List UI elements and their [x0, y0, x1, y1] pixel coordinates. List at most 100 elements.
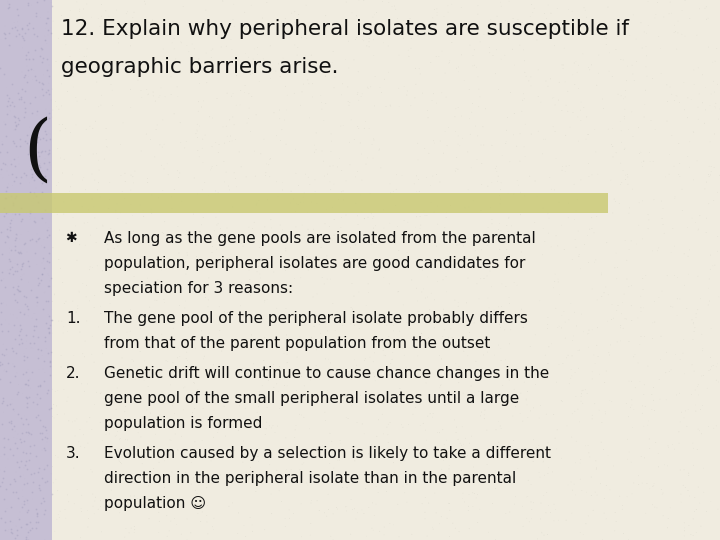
Point — [38, 444, 50, 453]
Point — [297, 221, 308, 230]
Point — [318, 280, 330, 288]
Point — [159, 295, 171, 303]
Point — [180, 269, 192, 278]
Point — [1, 109, 13, 118]
Point — [208, 525, 220, 534]
Point — [600, 408, 611, 416]
Point — [475, 274, 487, 283]
Point — [146, 210, 158, 218]
Point — [584, 453, 595, 461]
Point — [661, 348, 672, 356]
Point — [7, 199, 19, 207]
Point — [369, 102, 380, 110]
Point — [604, 350, 616, 359]
Point — [583, 449, 595, 457]
Point — [496, 314, 508, 322]
Point — [185, 529, 197, 537]
Point — [510, 492, 521, 501]
Point — [19, 87, 31, 96]
Point — [563, 315, 575, 324]
Point — [271, 25, 282, 34]
Point — [545, 508, 557, 517]
Point — [419, 515, 431, 523]
Point — [496, 442, 508, 451]
Point — [252, 452, 264, 461]
Point — [305, 499, 317, 508]
Point — [495, 22, 507, 30]
Point — [140, 130, 152, 138]
Point — [194, 152, 205, 161]
Point — [248, 55, 259, 63]
Point — [493, 438, 505, 447]
Point — [6, 97, 18, 106]
Point — [423, 149, 435, 158]
Point — [679, 526, 690, 535]
Point — [181, 469, 192, 478]
Point — [364, 43, 375, 51]
Point — [553, 360, 564, 369]
Point — [512, 464, 523, 473]
Point — [4, 265, 16, 274]
Point — [190, 66, 202, 75]
Point — [570, 437, 582, 445]
Point — [283, 285, 294, 294]
Point — [398, 82, 410, 91]
Point — [66, 195, 77, 204]
Point — [552, 278, 564, 286]
Point — [194, 122, 205, 130]
Point — [623, 125, 634, 134]
Point — [19, 104, 30, 112]
Point — [472, 155, 483, 164]
Point — [222, 483, 233, 491]
Point — [223, 502, 235, 510]
Point — [682, 152, 693, 161]
Point — [14, 330, 25, 339]
Point — [420, 294, 431, 302]
Point — [149, 296, 161, 305]
Point — [43, 79, 55, 87]
Point — [305, 21, 317, 29]
Point — [623, 535, 634, 540]
Point — [511, 311, 523, 320]
Point — [22, 72, 34, 81]
Point — [476, 159, 487, 168]
Point — [174, 352, 186, 361]
Point — [90, 117, 102, 125]
Point — [81, 316, 93, 325]
Point — [493, 85, 505, 94]
Point — [363, 450, 374, 458]
Point — [662, 443, 674, 451]
Point — [655, 332, 667, 341]
Point — [41, 226, 53, 235]
Point — [15, 247, 27, 255]
Point — [467, 51, 479, 60]
Point — [427, 523, 438, 531]
Point — [688, 515, 699, 523]
Point — [476, 245, 487, 254]
Point — [508, 109, 520, 118]
Point — [359, 214, 370, 223]
Point — [34, 199, 45, 208]
Point — [40, 36, 51, 44]
Point — [295, 198, 307, 207]
Point — [29, 309, 40, 318]
Point — [107, 227, 118, 235]
Point — [522, 413, 534, 422]
Point — [633, 221, 644, 230]
Point — [19, 411, 30, 420]
Point — [160, 316, 171, 325]
Point — [168, 110, 180, 118]
Point — [226, 45, 238, 54]
Point — [17, 34, 28, 43]
Point — [266, 224, 277, 232]
Point — [490, 45, 502, 54]
Point — [592, 170, 603, 179]
Point — [74, 328, 86, 336]
Point — [517, 96, 528, 105]
Point — [201, 511, 212, 520]
Point — [236, 316, 248, 325]
Point — [44, 276, 55, 285]
Point — [499, 51, 510, 59]
Point — [592, 323, 603, 332]
Point — [168, 185, 180, 194]
